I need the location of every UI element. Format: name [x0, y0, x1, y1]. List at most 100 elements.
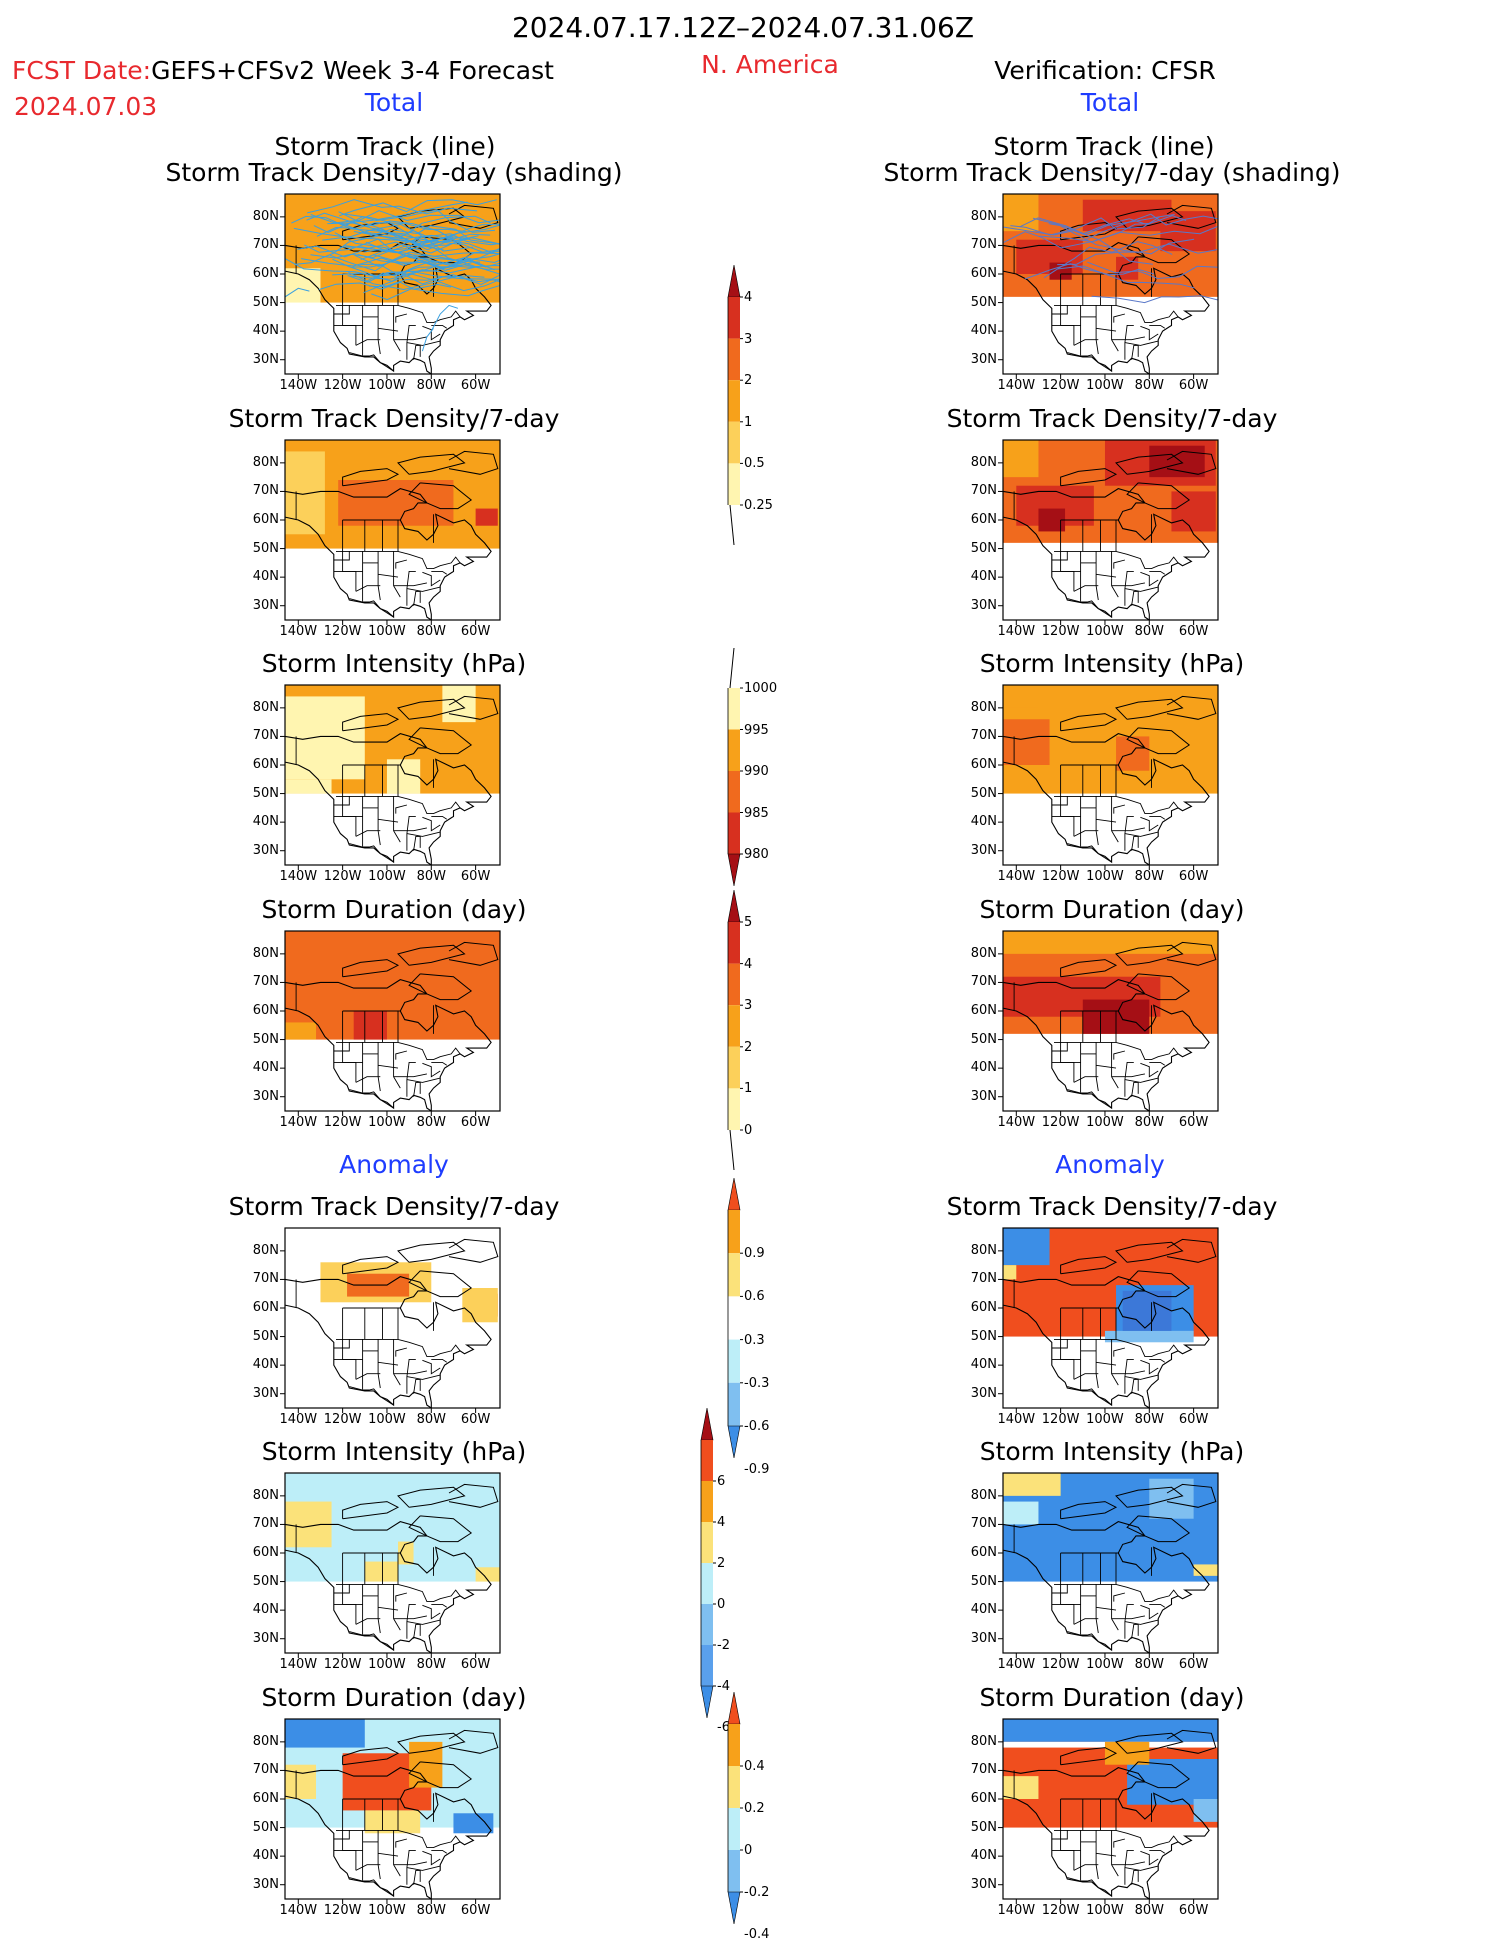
island-coastline — [397, 1486, 466, 1508]
island-coastline — [1126, 973, 1191, 1001]
state-border — [406, 1849, 416, 1885]
lon-tick-label: 140W — [279, 1657, 318, 1672]
lon-tick-label: 60W — [1178, 869, 1209, 884]
map-r5-density-anom: 80N 70N 60N 50N 40N 30N 140W 120W 100W 80W 60W — [971, 1227, 1219, 1427]
state-border — [1051, 796, 1068, 806]
map-l5-density-anom: 80N 70N 60N 50N 40N 30N 140W 120W 100W 80W 60W — [253, 1227, 501, 1427]
state-border — [1095, 305, 1099, 355]
lat-tick-label: 30N — [252, 842, 279, 858]
state-border — [1054, 1338, 1179, 1358]
shading-cell — [353, 1011, 387, 1040]
state-border — [377, 1339, 381, 1389]
storm-track-line — [322, 223, 474, 252]
coastline — [285, 1521, 492, 1653]
title-l3-intensity: Storm Intensity (hPa) — [261, 649, 527, 678]
lon-tick-label: 140W — [997, 1115, 1036, 1130]
state-border — [333, 796, 350, 806]
state-border — [1131, 835, 1139, 851]
lat-tick-label: 30N — [970, 597, 997, 613]
state-border — [1096, 1852, 1117, 1857]
colorbar-arrow-top — [727, 1691, 741, 1725]
state-border — [1111, 1830, 1119, 1877]
state-border — [1149, 1358, 1166, 1363]
island-coastline — [1115, 1486, 1184, 1508]
colorbar-label: 0 — [717, 1597, 726, 1612]
lat-tick-label: 50N — [252, 1573, 279, 1589]
map-r2-density: 80N 70N 60N 50N 40N 30N 140W 120W 100W 80W 60W — [971, 439, 1219, 639]
lon-tick-label: 140W — [279, 624, 318, 639]
lon-tick-label: 100W — [368, 1903, 406, 1918]
state-border — [395, 804, 408, 814]
state-border — [1131, 344, 1139, 360]
map-svg — [998, 1472, 1219, 1658]
lon-tick-label: 120W — [1041, 378, 1080, 393]
state-border — [431, 1849, 448, 1854]
title-r3-intensity: Storm Intensity (hPa) — [979, 649, 1245, 678]
state-border — [336, 550, 461, 570]
state-border — [1124, 570, 1134, 606]
colorbar-label: 990 — [744, 764, 769, 779]
state-border — [1111, 582, 1145, 587]
state-border — [1095, 1339, 1099, 1389]
shading-cell — [1003, 719, 1050, 765]
island-coastline — [1166, 204, 1217, 229]
lon-tick-label: 120W — [323, 624, 362, 639]
fcst-date-label: FCST Date:GEFS+CFSv2 Week 3-4 Forecast — [12, 58, 554, 83]
colorbar-label: -0.3 — [744, 1375, 770, 1391]
lat-tick-label: 60N — [970, 757, 997, 772]
island-coastline — [1126, 727, 1191, 755]
lat-tick-label: 50N — [970, 1819, 997, 1835]
storm-track-line — [343, 241, 500, 254]
title-l1-track-line: Storm Track (line) — [274, 132, 496, 161]
colorbar-svg — [700, 1407, 716, 1728]
island-coastline — [342, 222, 400, 241]
lon-tick-label: 80W — [416, 1903, 446, 1918]
state-border — [355, 1373, 381, 1380]
verification-label: Verification: CFSR — [994, 56, 1216, 85]
state-border — [1140, 325, 1159, 341]
shading-cell — [398, 1541, 414, 1565]
island-coastline — [397, 1732, 466, 1754]
lat-tick-label: 60N — [252, 1003, 279, 1018]
state-border — [1067, 1386, 1112, 1406]
colorbar-swatch — [728, 297, 740, 339]
colorbar-swatch — [728, 1808, 740, 1850]
island-coastline — [342, 713, 400, 732]
island-coastline — [408, 973, 473, 1001]
map-r3-intensity: 80N 70N 60N 50N 40N 30N 140W 120W 100W 80W 60W — [971, 684, 1219, 884]
state-border — [1067, 352, 1112, 372]
state-border — [355, 1076, 381, 1083]
state-border — [1073, 1864, 1099, 1871]
shading-cell — [1171, 491, 1216, 532]
lon-tick-label: 60W — [460, 1657, 491, 1672]
state-border — [393, 796, 401, 843]
state-border — [393, 1339, 401, 1386]
state-border — [1067, 1631, 1112, 1651]
colorbar-label: 0.2 — [744, 1801, 765, 1816]
lon-tick-label: 100W — [1086, 869, 1124, 884]
colorbar-arrow-bottom — [727, 1891, 741, 1925]
lon-tick-label: 140W — [279, 1412, 318, 1427]
lat-tick-label: 80N — [970, 1242, 997, 1258]
island-coastline — [1115, 453, 1184, 475]
colorbar-intensity: 1000 995 990 985 980 — [725, 647, 785, 887]
lat-tick-label: 50N — [252, 1031, 279, 1047]
state-border — [377, 1830, 381, 1880]
storm-track-line — [1019, 214, 1175, 236]
state-border — [395, 313, 408, 323]
lon-tick-label: 60W — [1178, 1115, 1209, 1130]
state-border — [377, 305, 381, 355]
state-border — [349, 1386, 394, 1406]
state-border — [393, 1861, 427, 1866]
state-border — [431, 570, 448, 575]
colorbar-label: -0.6 — [744, 1419, 770, 1434]
colorbar-label: 4 — [744, 290, 753, 305]
colorbar-label: -4 — [717, 1679, 730, 1694]
storm-track-line — [338, 210, 500, 224]
colorbar-swatch — [728, 1088, 740, 1130]
coastline — [285, 1767, 492, 1899]
lat-tick-label: 40N — [970, 1602, 997, 1618]
shading-cell — [285, 931, 500, 954]
state-border — [406, 1061, 416, 1097]
lon-tick-label: 80W — [416, 1412, 446, 1427]
